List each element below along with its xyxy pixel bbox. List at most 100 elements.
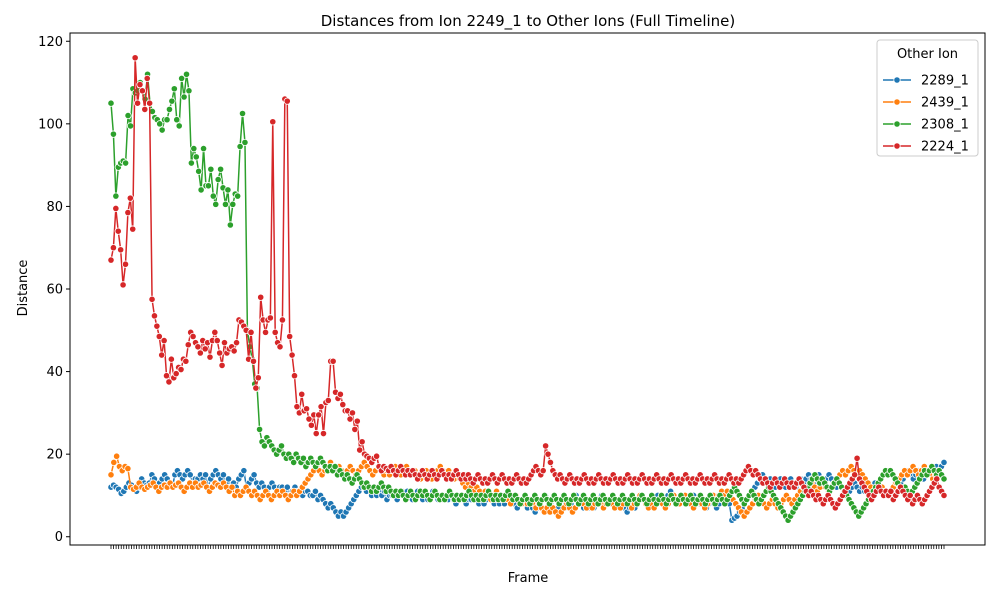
- data-point: [348, 409, 357, 417]
- data-point: [224, 475, 233, 483]
- chart-title: Distances from Ion 2249_1 to Other Ions …: [321, 12, 736, 31]
- data-point: [156, 120, 164, 128]
- legend-title: Other Ion: [897, 47, 958, 62]
- data-point: [351, 425, 359, 433]
- data-point: [228, 483, 236, 491]
- data-point: [185, 87, 193, 95]
- data-point: [186, 471, 194, 479]
- data-point: [180, 93, 188, 101]
- plot-area: [69, 32, 986, 546]
- data-point: [851, 471, 859, 479]
- data-point: [197, 186, 205, 194]
- data-point: [113, 452, 121, 460]
- data-point: [133, 99, 142, 107]
- data-point: [257, 293, 265, 301]
- legend-marker: [893, 142, 901, 150]
- data-point: [170, 85, 178, 93]
- legend-label: 2289_1: [921, 74, 969, 89]
- data-point: [112, 204, 120, 213]
- data-point: [148, 295, 156, 303]
- data-point: [190, 145, 198, 153]
- data-point: [131, 54, 139, 62]
- data-point: [122, 159, 130, 167]
- data-point: [178, 74, 186, 83]
- data-point: [906, 491, 914, 500]
- data-point: [336, 390, 344, 398]
- data-point: [201, 471, 210, 479]
- data-point: [224, 186, 232, 194]
- data-point: [172, 370, 180, 378]
- data-point: [207, 165, 215, 173]
- data-point: [107, 99, 115, 107]
- data-point: [240, 467, 248, 475]
- data-point: [249, 357, 258, 365]
- data-point: [356, 446, 364, 454]
- data-point: [221, 200, 230, 208]
- data-point: [252, 384, 260, 392]
- data-point: [150, 312, 159, 320]
- data-point: [544, 450, 552, 458]
- data-point: [109, 244, 118, 252]
- legend-item: 2308_1: [883, 118, 969, 133]
- data-point: [266, 314, 274, 322]
- data-point: [261, 328, 270, 336]
- data-point: [539, 467, 547, 475]
- legend-item: 2439_1: [883, 96, 969, 111]
- data-point: [260, 442, 269, 450]
- data-point: [358, 438, 366, 446]
- data-point: [119, 281, 127, 289]
- data-point: [317, 403, 325, 411]
- legend-marker: [893, 98, 901, 106]
- data-point: [163, 116, 171, 124]
- data-point: [121, 260, 130, 268]
- data-point: [286, 332, 294, 341]
- legend-marker: [893, 76, 901, 84]
- y-tick-label: 100: [38, 117, 63, 132]
- data-point: [126, 194, 134, 202]
- data-point: [160, 337, 168, 345]
- data-point: [293, 403, 301, 411]
- data-point: [276, 343, 284, 351]
- x-axis-label: Frame: [508, 571, 549, 586]
- data-point: [214, 175, 222, 184]
- data-point: [136, 81, 144, 89]
- legend-item: 2224_1: [883, 140, 969, 155]
- data-point: [254, 374, 262, 382]
- data-point: [220, 339, 229, 347]
- data-point: [165, 105, 174, 113]
- data-point: [126, 122, 135, 130]
- data-point: [940, 475, 948, 483]
- data-point: [230, 347, 238, 355]
- data-point: [124, 111, 132, 120]
- data-point: [283, 483, 291, 491]
- data-point: [331, 462, 339, 471]
- data-point: [194, 343, 202, 351]
- data-point: [324, 396, 332, 405]
- data-point: [153, 322, 161, 330]
- data-point: [312, 429, 320, 438]
- data-point: [182, 357, 190, 365]
- data-point: [311, 487, 320, 495]
- data-point: [177, 365, 185, 374]
- y-tick-label: 60: [46, 283, 63, 298]
- data-point: [162, 372, 171, 380]
- data-point: [138, 87, 146, 95]
- data-point: [887, 487, 895, 495]
- data-point: [167, 355, 175, 363]
- data-point: [195, 167, 203, 175]
- data-point: [853, 454, 861, 462]
- data-point: [168, 97, 176, 105]
- data-point: [940, 491, 948, 500]
- data-point: [271, 328, 279, 336]
- data-point: [212, 200, 220, 208]
- y-tick-label: 0: [55, 530, 63, 545]
- data-point: [112, 192, 120, 200]
- data-point: [204, 182, 213, 190]
- data-point: [247, 328, 255, 336]
- data-point: [107, 256, 115, 264]
- data-point: [192, 153, 200, 161]
- data-point: [143, 74, 151, 83]
- data-point: [232, 339, 241, 347]
- data-point: [114, 227, 122, 235]
- data-point: [542, 442, 550, 450]
